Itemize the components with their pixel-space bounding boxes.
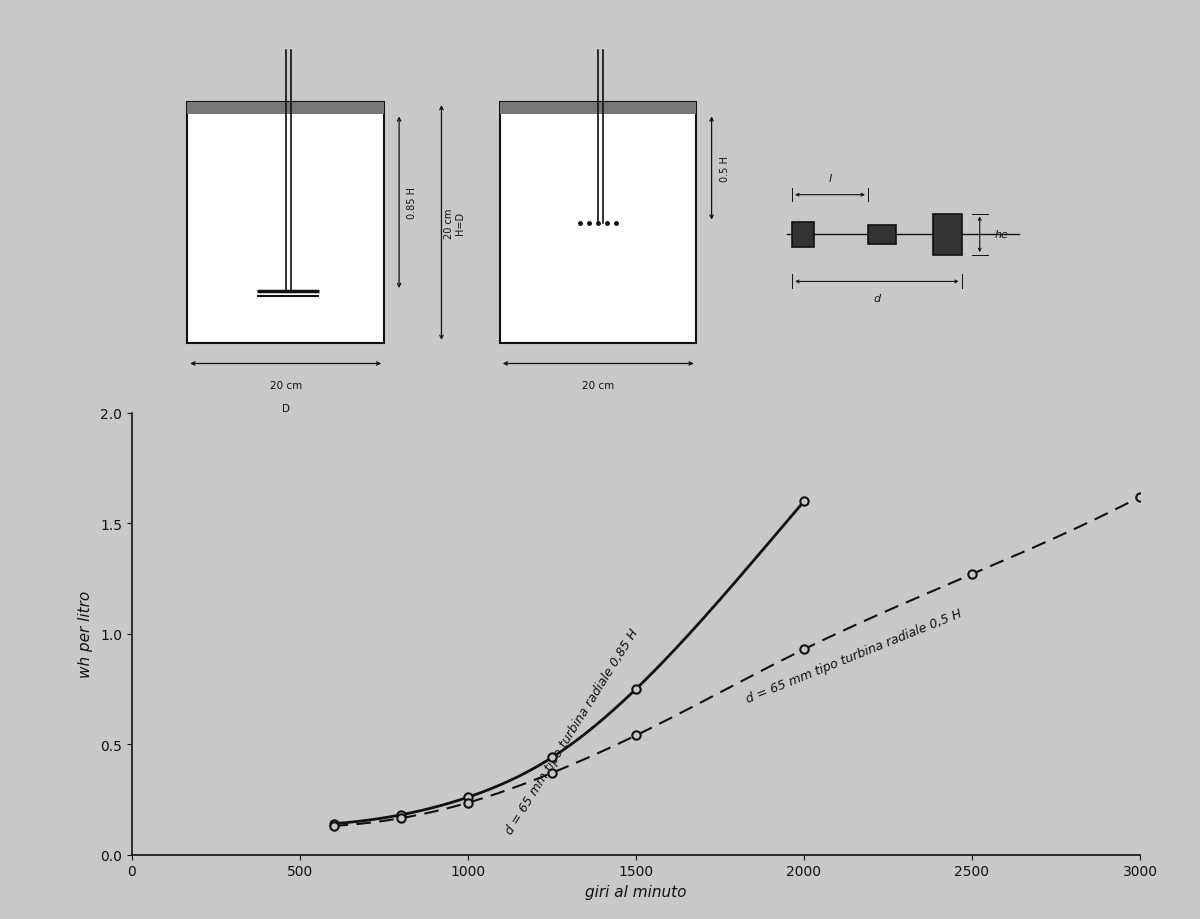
Text: he: he bbox=[995, 230, 1009, 240]
Text: 20 cm: 20 cm bbox=[270, 381, 302, 391]
Text: l: l bbox=[828, 175, 832, 184]
Text: d = 65 mm tipo turbina radiale 0,85 H: d = 65 mm tipo turbina radiale 0,85 H bbox=[503, 626, 641, 836]
Bar bbox=[500, 103, 696, 115]
Text: 0.85 H: 0.85 H bbox=[407, 187, 418, 219]
Bar bbox=[500, 103, 696, 344]
Bar bbox=[934, 214, 961, 255]
Bar bbox=[187, 103, 384, 115]
Text: 20 cm
H=D: 20 cm H=D bbox=[444, 208, 466, 238]
Y-axis label: wh per litro: wh per litro bbox=[78, 591, 94, 677]
Bar bbox=[868, 225, 896, 244]
Text: D: D bbox=[282, 403, 289, 414]
Text: d = 65 mm tipo turbina radiale 0,5 H: d = 65 mm tipo turbina radiale 0,5 H bbox=[744, 607, 965, 706]
Text: 20 cm: 20 cm bbox=[582, 381, 614, 391]
Bar bbox=[187, 103, 384, 344]
Bar bbox=[792, 222, 815, 247]
X-axis label: giri al minuto: giri al minuto bbox=[586, 884, 686, 899]
Text: d: d bbox=[874, 293, 881, 303]
Text: 0.5 H: 0.5 H bbox=[720, 156, 730, 182]
